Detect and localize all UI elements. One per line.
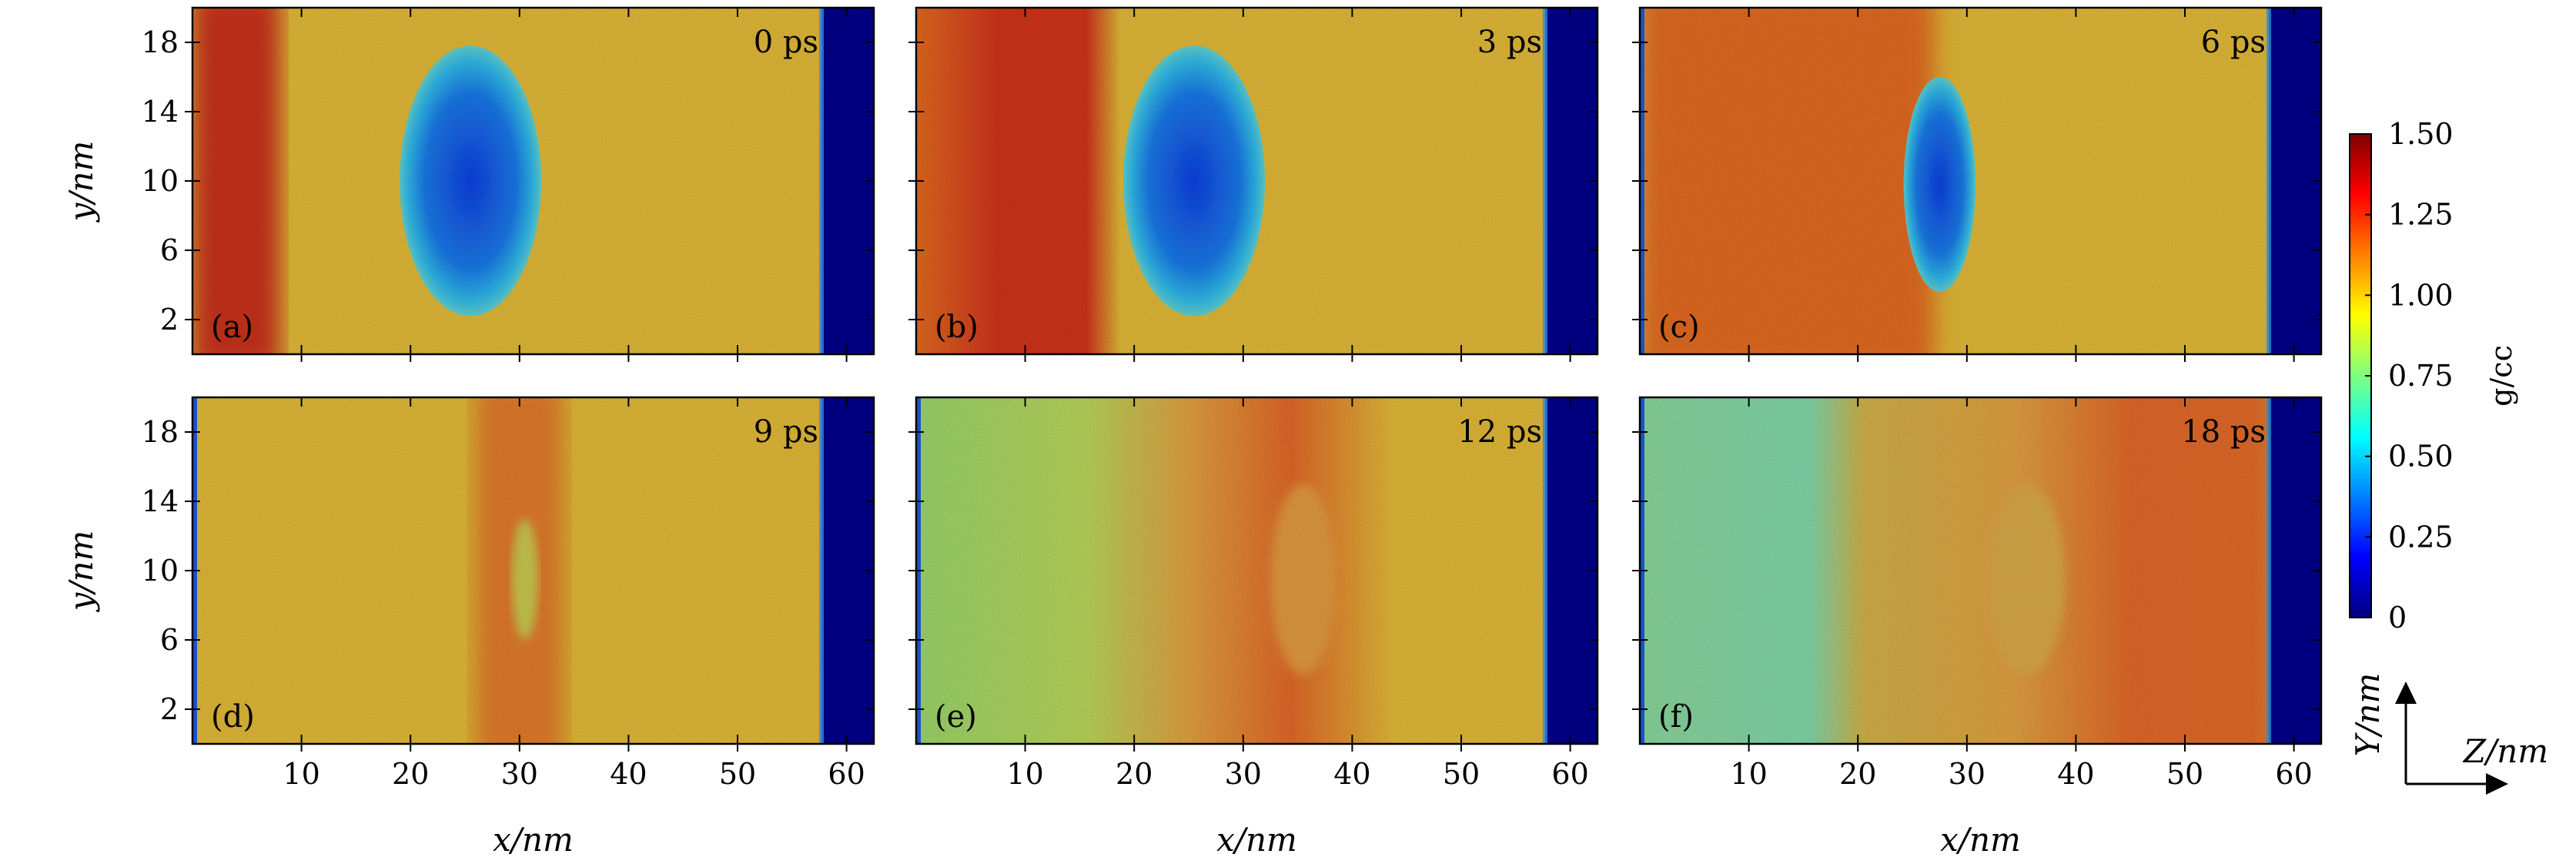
time-label: 6 ps <box>2201 25 2266 60</box>
panel-letter: (a) <box>211 310 253 345</box>
panel-d: 10 20 30 40 50 60 2 6 10 14 18 y/nm x/nm (d) 9 ps <box>62 396 875 859</box>
density-map <box>1640 397 2321 744</box>
y-tick-label: 10 <box>142 164 179 198</box>
x-tick-label: 60 <box>2275 757 2312 791</box>
panel-a: 2 6 10 14 18 y/nm (a) 0 ps <box>62 6 875 362</box>
coord-y-label: Y/nm <box>2349 673 2387 757</box>
x-tick-label: 10 <box>1006 757 1043 791</box>
wall-edge <box>1543 8 1548 354</box>
x-tick-label: 40 <box>1333 757 1370 791</box>
coord-z-label: Z/nm <box>2462 732 2548 770</box>
colorbar-tick-label: 0.25 <box>2388 520 2454 554</box>
x-tick-label: 40 <box>2057 757 2094 791</box>
y-tick-label: 18 <box>142 25 179 59</box>
density-band <box>192 8 280 354</box>
wall-right <box>821 8 874 354</box>
coordinate-indicator: Y/nm Z/nm <box>2349 673 2548 795</box>
colorbar-label: g/cc <box>2484 345 2518 407</box>
bubble <box>400 45 542 316</box>
y-tick-label: 2 <box>160 303 179 337</box>
x-tick-label: 10 <box>283 757 319 791</box>
time-label: 9 ps <box>754 414 818 450</box>
colorbar-tick-label: 0.50 <box>2388 440 2454 474</box>
y-tick-label: 14 <box>142 484 179 518</box>
x-tick-label: 50 <box>1443 757 1480 791</box>
bubble <box>1270 484 1337 675</box>
colorbar-tick-label: 0 <box>2388 601 2407 635</box>
wall-edge <box>819 397 825 744</box>
density-map <box>916 8 1597 354</box>
y-arrow-head <box>2395 681 2417 704</box>
x-tick-label: 20 <box>392 757 429 791</box>
x-tick-label: 30 <box>501 757 538 791</box>
panel-b: (b) 3 ps <box>908 6 1599 362</box>
density-map <box>1640 8 2321 354</box>
time-label: 18 ps <box>2181 414 2266 450</box>
x-tick-label: 40 <box>610 757 647 791</box>
y-tick-label: 2 <box>160 692 179 726</box>
y-tick-label: 18 <box>142 415 179 449</box>
y-tick-label: 10 <box>142 554 179 588</box>
panel-letter: (c) <box>1658 310 1700 345</box>
panel-f: 10 20 30 40 50 60 x/nm (f) 18 ps <box>1632 396 2323 859</box>
x-tick-label: 20 <box>1116 757 1153 791</box>
time-label: 0 ps <box>754 25 818 60</box>
wall-right <box>2269 8 2321 354</box>
wall-right <box>2269 397 2321 744</box>
panel-letter: (b) <box>935 310 979 345</box>
wall-right <box>1545 397 1597 744</box>
density-map <box>916 397 1597 744</box>
colorbar-tick-label: 1.00 <box>2388 278 2454 312</box>
x-tick-label: 30 <box>1949 757 1986 791</box>
bubble <box>511 518 538 640</box>
wall-edge <box>2267 397 2272 744</box>
panel-letter: (d) <box>211 699 255 735</box>
y-axis-label: y/nm <box>62 141 100 223</box>
panel-letter: (e) <box>935 699 977 735</box>
x-tick-label: 10 <box>1730 757 1767 791</box>
time-label: 3 ps <box>1477 25 1542 60</box>
wall-edge <box>1543 397 1548 744</box>
density-band <box>1640 8 1935 354</box>
panel-e: 10 20 30 40 50 60 x/nm (e) 12 ps <box>908 396 1599 859</box>
x-tick-label: 60 <box>1551 757 1588 791</box>
wall-edge <box>2267 8 2272 354</box>
x-tick-label: 30 <box>1225 757 1262 791</box>
density-map <box>192 397 874 744</box>
wall-right <box>1545 8 1597 354</box>
bubble <box>1123 45 1266 316</box>
x-axis-label: x/nm <box>1940 821 2021 859</box>
x-axis-label: x/nm <box>1216 821 1297 859</box>
y-tick-label: 6 <box>160 233 179 267</box>
x-tick-label: 60 <box>828 757 865 791</box>
wall-edge <box>819 8 825 354</box>
wall-right <box>821 397 874 744</box>
colorbar-tick-label: 1.25 <box>2388 198 2454 232</box>
x-tick-label: 50 <box>719 757 756 791</box>
y-axis-label: y/nm <box>62 531 100 613</box>
density-map <box>192 8 874 354</box>
y-tick-label: 14 <box>142 95 179 129</box>
y-tick-label: 6 <box>160 623 179 657</box>
x-axis-label: x/nm <box>493 821 574 859</box>
bubble <box>1989 484 2066 675</box>
panel-letter: (f) <box>1658 699 1694 735</box>
bubble <box>1903 77 1976 292</box>
colorbar: 0 0.25 0.50 0.75 1.00 1.25 1.50 g/cc <box>2349 117 2518 635</box>
x-tick-label: 20 <box>1839 757 1876 791</box>
z-arrow-head <box>2486 773 2508 795</box>
colorbar-tick-label: 0.75 <box>2388 359 2454 393</box>
time-label: 12 ps <box>1457 414 1542 450</box>
x-tick-label: 50 <box>2166 757 2203 791</box>
panel-c: (c) 6 ps <box>1632 6 2323 362</box>
colorbar-tick-label: 1.50 <box>2388 117 2454 151</box>
